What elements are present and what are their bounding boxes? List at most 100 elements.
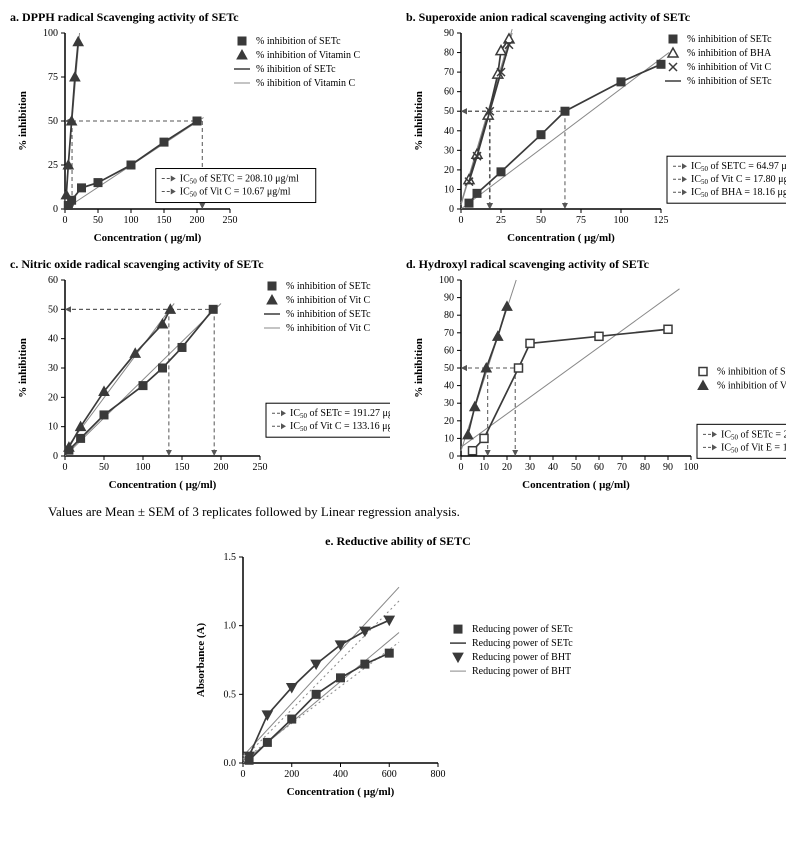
svg-text:200: 200	[190, 215, 205, 226]
svg-text:Concentration ( μg/ml): Concentration ( μg/ml)	[287, 786, 395, 798]
svg-text:0: 0	[63, 462, 68, 473]
svg-text:800: 800	[431, 769, 446, 780]
svg-text:50: 50	[444, 106, 454, 117]
svg-text:1.5: 1.5	[224, 552, 237, 563]
svg-text:Concentration ( μg/ml): Concentration ( μg/ml)	[109, 479, 217, 491]
svg-text:Reducing power of BHT: Reducing power of BHT	[472, 666, 571, 677]
svg-text:400: 400	[333, 769, 348, 780]
svg-text:% inhibition of SETc: % inhibition of SETc	[286, 281, 371, 292]
panel-e-chart: 02004006008000.00.51.01.5Concentration (…	[188, 551, 608, 801]
svg-text:20: 20	[502, 462, 512, 473]
svg-text:0: 0	[459, 215, 464, 226]
svg-text:100: 100	[439, 275, 454, 286]
svg-text:10: 10	[444, 184, 454, 195]
svg-text:40: 40	[444, 126, 454, 137]
svg-text:Concentration ( μg/ml): Concentration ( μg/ml)	[522, 479, 630, 491]
svg-text:0: 0	[63, 215, 68, 226]
svg-text:% inhibition of SETc: % inhibition of SETc	[687, 34, 772, 45]
svg-text:0.0: 0.0	[224, 758, 237, 769]
svg-text:30: 30	[48, 363, 58, 374]
svg-text:Concentration ( μg/ml): Concentration ( μg/ml)	[94, 232, 202, 244]
svg-text:40: 40	[444, 381, 454, 392]
panel-d-chart: 0102030405060708090100010203040506070809…	[406, 274, 786, 494]
svg-text:30: 30	[444, 398, 454, 409]
svg-text:% inhibition: % inhibition	[413, 338, 425, 398]
svg-text:Absorbance (A): Absorbance (A)	[195, 623, 207, 698]
panel-b: b. Superoxide anion radical scavenging a…	[406, 10, 786, 247]
svg-text:80: 80	[640, 462, 650, 473]
svg-text:% inhibition: % inhibition	[413, 91, 425, 151]
svg-text:0: 0	[459, 462, 464, 473]
svg-text:IC50 of SETc = 23.57 μg/ml: IC50 of SETc = 23.57 μg/ml	[721, 429, 786, 441]
svg-text:50: 50	[444, 363, 454, 374]
svg-text:25: 25	[48, 160, 58, 171]
svg-text:0: 0	[449, 451, 454, 462]
row-2: c. Nitric oxide radical scavenging activ…	[10, 257, 786, 494]
svg-text:200: 200	[284, 769, 299, 780]
svg-text:% inhibition of Vit C: % inhibition of Vit C	[286, 323, 371, 334]
caption: Values are Mean ± SEM of 3 replicates fo…	[48, 504, 786, 520]
svg-text:70: 70	[444, 328, 454, 339]
svg-text:200: 200	[214, 462, 229, 473]
svg-text:% inhibition of SETc: % inhibition of SETc	[286, 309, 371, 320]
svg-text:Reducing power of SETc: Reducing power of SETc	[472, 624, 573, 635]
panel-d-title: d. Hydroxyl radical scavenging activity …	[406, 257, 786, 272]
svg-text:% inhibition of Vitamin C: % inhibition of Vitamin C	[256, 50, 361, 61]
svg-text:50: 50	[93, 215, 103, 226]
svg-text:250: 250	[223, 215, 238, 226]
svg-text:30: 30	[525, 462, 535, 473]
svg-text:% inhibition: % inhibition	[17, 91, 29, 151]
svg-text:0: 0	[241, 769, 246, 780]
svg-text:Concentration ( μg/ml): Concentration ( μg/ml)	[507, 232, 615, 244]
panel-d: d. Hydroxyl radical scavenging activity …	[406, 257, 786, 494]
svg-text:30: 30	[444, 145, 454, 156]
panel-c: c. Nitric oxide radical scavenging activ…	[10, 257, 390, 494]
svg-text:0.5: 0.5	[224, 689, 237, 700]
svg-text:600: 600	[382, 769, 397, 780]
svg-text:75: 75	[48, 72, 58, 83]
svg-text:60: 60	[444, 345, 454, 356]
panel-e: e. Reductive ability of SETC 0 200 400 600 8…	[188, 534, 608, 801]
svg-text:% inhibition of SETc: % inhibition of SETc	[687, 76, 772, 87]
svg-text:20: 20	[444, 416, 454, 427]
svg-text:80: 80	[444, 48, 454, 59]
svg-text:IC50 of SETC = 208.10 μg/ml: IC50 of SETC = 208.10 μg/ml	[180, 174, 299, 186]
svg-text:100: 100	[124, 215, 139, 226]
svg-text:10: 10	[479, 462, 489, 473]
svg-text:% inhibition of Vit C: % inhibition of Vit C	[687, 62, 772, 73]
svg-text:250: 250	[253, 462, 268, 473]
svg-text:20: 20	[48, 392, 58, 403]
svg-text:0: 0	[449, 204, 454, 215]
panel-b-chart: 02550751001250102030405060708090Concentr…	[406, 27, 786, 247]
svg-text:100: 100	[43, 28, 58, 39]
svg-text:50: 50	[48, 304, 58, 315]
svg-text:% inhibition of BHA: % inhibition of BHA	[687, 48, 772, 59]
panel-e-title: e. Reductive ability of SETC	[188, 534, 608, 549]
row-1: a. DPPH radical Scavenging activity of S…	[10, 10, 786, 247]
svg-text:40: 40	[548, 462, 558, 473]
svg-text:90: 90	[444, 28, 454, 39]
svg-text:70: 70	[617, 462, 627, 473]
row-3: e. Reductive ability of SETC 0 200 400 600 8…	[10, 534, 786, 801]
svg-text:25: 25	[496, 215, 506, 226]
svg-text:0: 0	[53, 204, 58, 215]
svg-text:% inhibition of SETc: % inhibition of SETc	[256, 36, 341, 47]
svg-text:125: 125	[654, 215, 669, 226]
svg-text:100: 100	[136, 462, 151, 473]
svg-text:75: 75	[576, 215, 586, 226]
svg-text:40: 40	[48, 334, 58, 345]
svg-text:150: 150	[157, 215, 172, 226]
svg-text:100: 100	[684, 462, 699, 473]
panel-a-chart: 0501001502002500255075100Concentration (…	[10, 27, 390, 247]
svg-text:10: 10	[48, 422, 58, 433]
svg-text:% inhibition of Vit C: % inhibition of Vit C	[286, 295, 371, 306]
svg-text:% inhibition of SETc: % inhibition of SETc	[717, 367, 786, 378]
panel-a: a. DPPH radical Scavenging activity of S…	[10, 10, 390, 247]
svg-text:60: 60	[594, 462, 604, 473]
svg-text:100: 100	[614, 215, 629, 226]
panel-b-title: b. Superoxide anion radical scavenging a…	[406, 10, 786, 25]
svg-text:% ihibition of SETc: % ihibition of SETc	[256, 64, 336, 75]
svg-text:IC50 of Vit E = 11.60 μg/ml: IC50 of Vit E = 11.60 μg/ml	[721, 442, 786, 454]
svg-text:60: 60	[444, 87, 454, 98]
svg-text:90: 90	[663, 462, 673, 473]
